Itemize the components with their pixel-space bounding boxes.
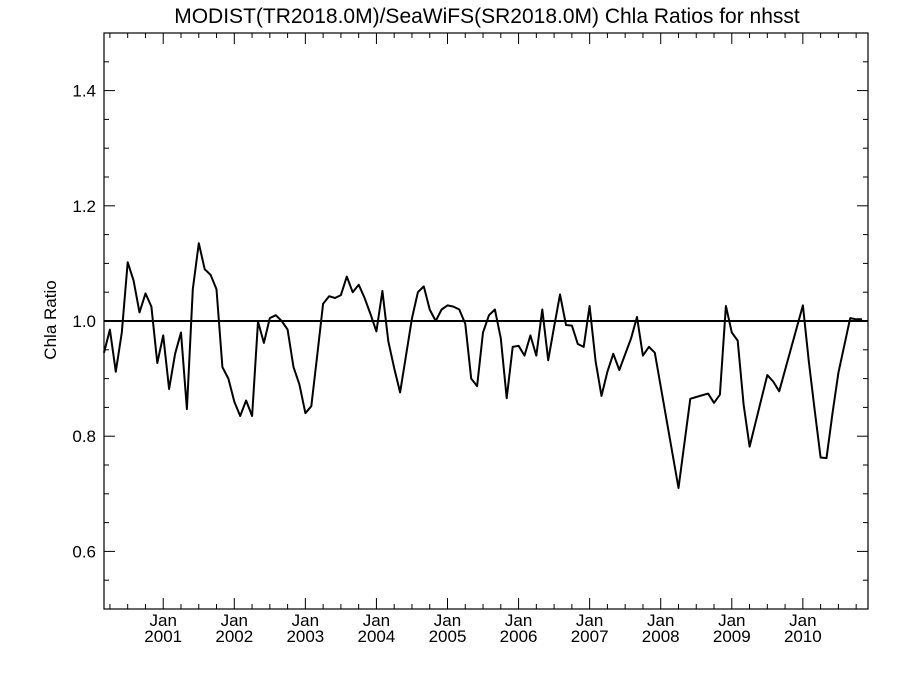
x-tick-label-month: Jan xyxy=(150,611,177,630)
x-tick-label-month: Jan xyxy=(789,611,816,630)
x-tick-label-year: 2003 xyxy=(286,627,324,646)
chart-title: MODIST(TR2018.0M)/SeaWiFS(SR2018.0M) Chl… xyxy=(174,5,800,28)
y-tick-label: 1.4 xyxy=(72,82,96,101)
x-tick-label-year: 2006 xyxy=(500,627,538,646)
x-tick-label-month: Jan xyxy=(505,611,532,630)
y-axis-label: Chla Ratio xyxy=(41,280,60,359)
x-tick-label-year: 2008 xyxy=(642,627,680,646)
x-tick-label-month: Jan xyxy=(576,611,603,630)
x-tick-label-month: Jan xyxy=(221,611,248,630)
y-tick-label: 0.6 xyxy=(72,542,96,561)
x-tick-label-year: 2010 xyxy=(784,627,822,646)
x-tick-label-year: 2009 xyxy=(713,627,751,646)
y-tick-label: 1.2 xyxy=(72,197,96,216)
axis-tick-labels: 0.60.81.01.21.4Jan2001Jan2002Jan2003Jan2… xyxy=(72,82,821,646)
x-tick-label-month: Jan xyxy=(434,611,461,630)
x-tick-label-year: 2005 xyxy=(429,627,467,646)
x-tick-label-year: 2001 xyxy=(144,627,182,646)
x-tick-label-month: Jan xyxy=(363,611,390,630)
x-tick-label-year: 2002 xyxy=(215,627,253,646)
y-tick-label: 0.8 xyxy=(72,427,96,446)
series-line xyxy=(103,242,863,489)
x-tick-label-month: Jan xyxy=(647,611,674,630)
x-tick-label-year: 2007 xyxy=(571,627,609,646)
x-tick-label-month: Jan xyxy=(292,611,319,630)
x-tick-label-year: 2004 xyxy=(358,627,396,646)
y-tick-label: 1.0 xyxy=(72,312,96,331)
x-tick-label-month: Jan xyxy=(718,611,745,630)
